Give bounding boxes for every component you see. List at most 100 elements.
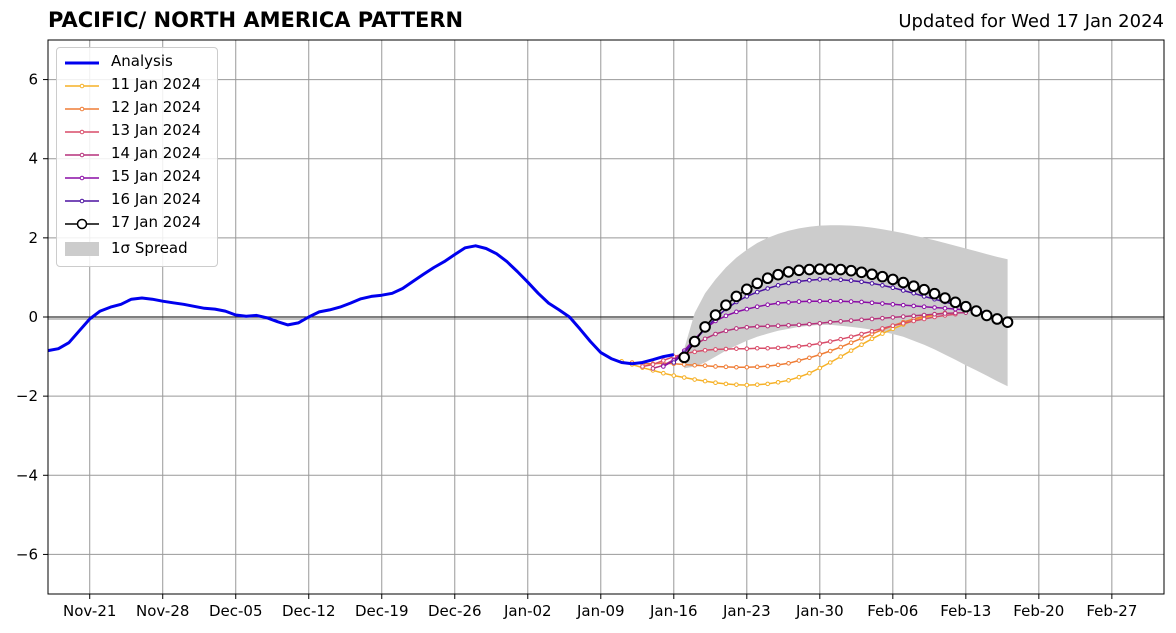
current-forecast-point [960, 300, 972, 313]
x-tick-label: Nov-28 [136, 602, 189, 620]
forecast-point [754, 382, 760, 387]
x-tick-label: Feb-06 [867, 602, 918, 620]
forecast-point [765, 323, 770, 329]
legend-label-spread: 1σ Spread [111, 239, 188, 257]
current-forecast-point [897, 276, 910, 289]
forecast-point [953, 310, 958, 316]
forecast-point [880, 283, 885, 288]
plot-frame [47, 39, 1165, 595]
forecast-point [942, 305, 948, 311]
forecast-point [838, 319, 843, 324]
current-forecast-point [991, 313, 1003, 325]
spread-band [684, 225, 1008, 387]
forecast-point [838, 298, 843, 304]
forecast-point [765, 363, 770, 369]
forecast-point [848, 299, 854, 304]
forecast-point [859, 279, 864, 285]
forecast-point [848, 278, 854, 283]
spread-area [684, 225, 1008, 387]
legend-swatch-17-jan [65, 218, 99, 230]
x-tick-label: Jan-16 [649, 602, 698, 620]
legend-swatch-11-jan [65, 83, 99, 89]
forecast-point [838, 344, 843, 350]
current-forecast-point [834, 263, 847, 276]
forecast-point [890, 285, 896, 291]
x-tick-label: Dec-19 [355, 602, 409, 620]
forecast-point [754, 364, 760, 370]
forecast-point [827, 339, 833, 344]
current-forecast-line [678, 263, 1014, 364]
forecast-point [661, 364, 666, 369]
current-forecast-point [939, 292, 951, 304]
y-tick-label: 4 [28, 150, 38, 168]
current-forecast-point [876, 270, 889, 283]
forecast-point [807, 355, 812, 361]
current-forecast-point [918, 283, 930, 296]
forecast-point [786, 378, 791, 383]
forecast-point [775, 379, 781, 385]
legend-item-13-jan: 13 Jan 2024 [57, 120, 217, 142]
forecast-point [807, 321, 812, 327]
forecast-point [911, 318, 916, 324]
forecast-point [786, 344, 791, 350]
legend-label-15-jan: 15 Jan 2024 [111, 167, 201, 185]
x-tick-label: Nov-21 [63, 602, 116, 620]
forecast-point [817, 298, 823, 304]
forecast-point [796, 343, 802, 349]
forecast-point [765, 345, 770, 351]
legend-swatch-14-jan [65, 152, 99, 158]
current-forecast-point [803, 263, 816, 276]
forecast-point [807, 298, 812, 304]
analysis-polyline [47, 244, 675, 366]
forecast-point [807, 370, 812, 376]
forecast-point [796, 374, 802, 380]
legend-item-15-jan: 15 Jan 2024 [57, 166, 217, 188]
current-forecast-point [751, 277, 764, 290]
current-forecast-point [928, 287, 941, 300]
y-tick-label: 6 [28, 71, 38, 89]
forecast-point [869, 281, 875, 286]
current-forecast-point [741, 283, 753, 296]
forecast-point [744, 306, 750, 312]
x-tick-label: Feb-13 [940, 602, 991, 620]
forecast-point [827, 277, 833, 282]
forecast-point [900, 288, 906, 293]
legend-label-14-jan: 14 Jan 2024 [111, 144, 201, 162]
current-forecast-point [866, 268, 878, 281]
current-forecast-point [980, 309, 993, 322]
forecast-point [681, 375, 687, 380]
x-tick-label: Feb-27 [1086, 602, 1137, 620]
forecast-point [838, 336, 843, 342]
forecast-point [817, 321, 823, 326]
forecast-point [869, 336, 875, 342]
current-forecast-point [761, 272, 774, 285]
legend-item-14-jan: 14 Jan 2024 [57, 143, 217, 165]
forecast-point [827, 348, 833, 354]
forecast-point [744, 346, 750, 351]
legend-swatch-15-jan [65, 175, 99, 181]
forecast-point [807, 277, 812, 283]
forecast-point [817, 277, 823, 282]
forecast-point [786, 360, 791, 366]
forecast-point [848, 318, 854, 323]
forecast-point [827, 319, 833, 325]
forecast-point [786, 280, 791, 286]
y-tick-label: 0 [28, 308, 38, 326]
forecast-point [681, 362, 687, 367]
current-forecast-point [970, 305, 983, 317]
legend-label-11-jan: 11 Jan 2024 [111, 75, 201, 93]
current-forecast-point [699, 321, 711, 333]
forecast-point [713, 331, 718, 337]
current-forecast-point [949, 296, 962, 309]
forecast-point [734, 326, 739, 331]
forecast-point [859, 342, 864, 348]
forecast-point [859, 336, 864, 341]
x-tick-label: Jan-30 [795, 602, 844, 620]
x-tick-label: Jan-09 [576, 602, 625, 620]
forecast-point [723, 381, 729, 387]
y-tick-label: −6 [16, 545, 38, 563]
forecast-point [734, 309, 739, 315]
forecast-point [869, 300, 875, 306]
legend-item-16-jan: 16 Jan 2024 [57, 189, 217, 211]
